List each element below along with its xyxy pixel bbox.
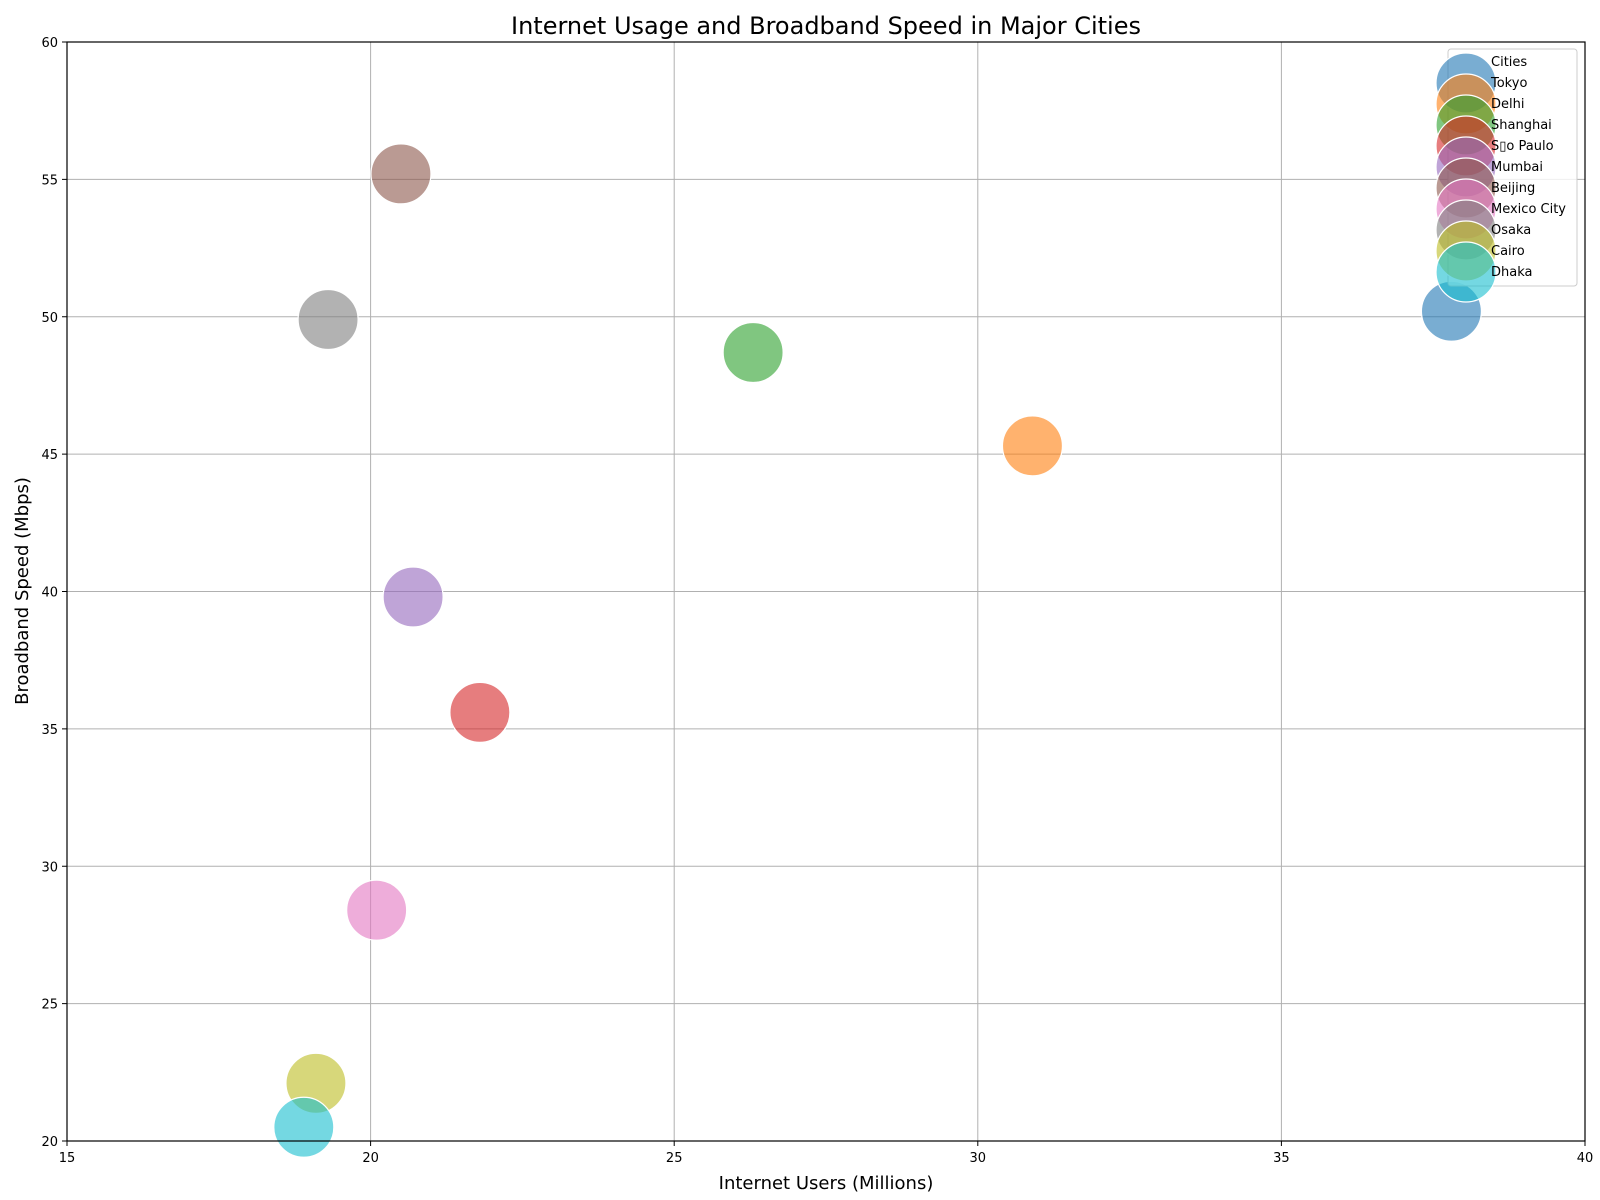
data-point bbox=[722, 321, 784, 384]
y-tick-label: 60 bbox=[41, 36, 58, 51]
legend: Cities Tokyo Delhi Shanghai S▯o Paulo Mumbai… bbox=[1435, 48, 1578, 303]
x-tick-label: 30 bbox=[970, 1151, 987, 1166]
data-points bbox=[273, 143, 1483, 1158]
data-point bbox=[297, 288, 359, 351]
legend-label: Beijing bbox=[1491, 181, 1535, 196]
legend-title: Cities bbox=[1491, 55, 1527, 70]
data-point bbox=[449, 681, 511, 743]
y-tick-label: 40 bbox=[41, 586, 58, 601]
data-point bbox=[370, 143, 432, 205]
legend-label: Mexico City bbox=[1491, 202, 1566, 217]
data-point bbox=[273, 1096, 335, 1158]
legend-label: Delhi bbox=[1491, 97, 1524, 112]
y-tick-label: 20 bbox=[41, 1135, 58, 1150]
y-tick-label: 35 bbox=[41, 723, 58, 738]
y-tick-label: 55 bbox=[41, 173, 58, 188]
legend-marker bbox=[1435, 241, 1497, 303]
y-axis-label: Broadband Speed (Mbps) bbox=[12, 477, 33, 705]
legend-label: Mumbai bbox=[1491, 160, 1543, 175]
chart-title: Internet Usage and Broadband Speed in Ma… bbox=[511, 12, 1141, 40]
x-tick-label: 40 bbox=[1577, 1151, 1594, 1166]
legend-label: Osaka bbox=[1491, 223, 1531, 238]
legend-label: Tokyo bbox=[1490, 76, 1527, 91]
y-tick-label: 25 bbox=[41, 998, 58, 1013]
x-tick-label: 15 bbox=[59, 1151, 76, 1166]
y-tick-label: 50 bbox=[41, 311, 58, 326]
legend-label: Shanghai bbox=[1491, 118, 1552, 133]
legend-label: S▯o Paulo bbox=[1491, 139, 1554, 154]
y-tick-label: 30 bbox=[41, 860, 58, 875]
x-axis-label: Internet Users (Millions) bbox=[719, 1173, 934, 1194]
data-point bbox=[1001, 415, 1064, 477]
legend-label: Cairo bbox=[1491, 244, 1525, 259]
y-tick-label: 45 bbox=[41, 448, 58, 463]
legend-label: Dhaka bbox=[1491, 265, 1532, 280]
x-tick-label: 25 bbox=[666, 1151, 683, 1166]
data-point bbox=[382, 566, 444, 628]
x-tick-label: 20 bbox=[362, 1151, 379, 1166]
x-tick-label: 35 bbox=[1273, 1151, 1290, 1166]
data-point bbox=[346, 879, 408, 941]
grid-lines bbox=[67, 42, 1585, 1141]
